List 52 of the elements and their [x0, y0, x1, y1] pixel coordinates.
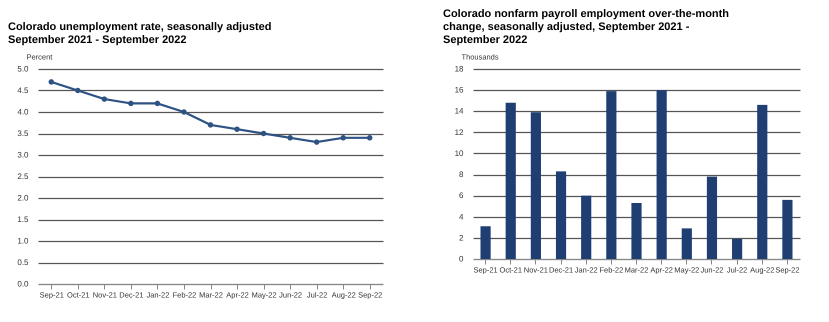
y-tick-label: 3.0	[17, 150, 30, 160]
bar	[706, 176, 718, 259]
y-tick-label: 4	[459, 212, 464, 222]
y-tick-label: 0.5	[17, 258, 30, 267]
bar	[757, 104, 768, 259]
point	[340, 135, 346, 141]
y-tick-label: 16	[454, 86, 464, 95]
point	[234, 126, 240, 132]
bar	[732, 238, 742, 259]
point	[181, 109, 187, 115]
y-tick-label: 1.0	[17, 236, 30, 246]
point	[366, 135, 372, 141]
y-tick-label: 12	[454, 128, 464, 137]
text: September 2022	[443, 34, 528, 46]
text: Colorado unemployment rate, seasonally adjusted	[8, 21, 272, 33]
y-tick-label: 8	[459, 170, 464, 180]
y-tick-label: 14	[454, 106, 464, 116]
bar	[581, 196, 592, 259]
y-tick-label: 3.5	[17, 129, 30, 138]
y-tick-label: 0.0	[17, 280, 30, 288]
text: Colorado nonfarm payroll employment over-the-month	[443, 8, 730, 20]
point	[260, 130, 266, 136]
y-tick-label: 2.0	[17, 194, 30, 202]
y-tick-label: 18	[454, 64, 464, 74]
y-tick-label: 5.0	[17, 64, 30, 74]
y-tick-label: 2.5	[17, 172, 30, 181]
bar	[656, 90, 667, 259]
point	[208, 122, 214, 128]
bar	[631, 203, 642, 259]
bar	[782, 200, 793, 259]
point	[128, 100, 134, 106]
bar	[682, 228, 692, 259]
bar	[506, 102, 516, 259]
bar	[480, 226, 491, 259]
bar	[606, 91, 616, 259]
y-tick-label: 0	[459, 254, 464, 264]
text: September 2021 - September 2022	[8, 34, 187, 46]
y-tick-label: 4.5	[17, 86, 30, 95]
point	[287, 135, 293, 141]
y-tick-label: 4.0	[17, 108, 30, 116]
bar	[556, 171, 566, 259]
point	[314, 139, 320, 145]
y-tick-label: 2	[459, 233, 464, 242]
y-tick-label: 1.5	[17, 215, 30, 224]
text: change, seasonally adjusted, September 2021 -	[443, 21, 690, 33]
point	[102, 96, 108, 102]
point	[75, 88, 81, 94]
y-tick-label: 10	[454, 148, 464, 158]
bar	[530, 112, 541, 259]
point	[154, 100, 160, 106]
point	[48, 79, 54, 85]
y-tick-label: 6	[459, 191, 464, 200]
